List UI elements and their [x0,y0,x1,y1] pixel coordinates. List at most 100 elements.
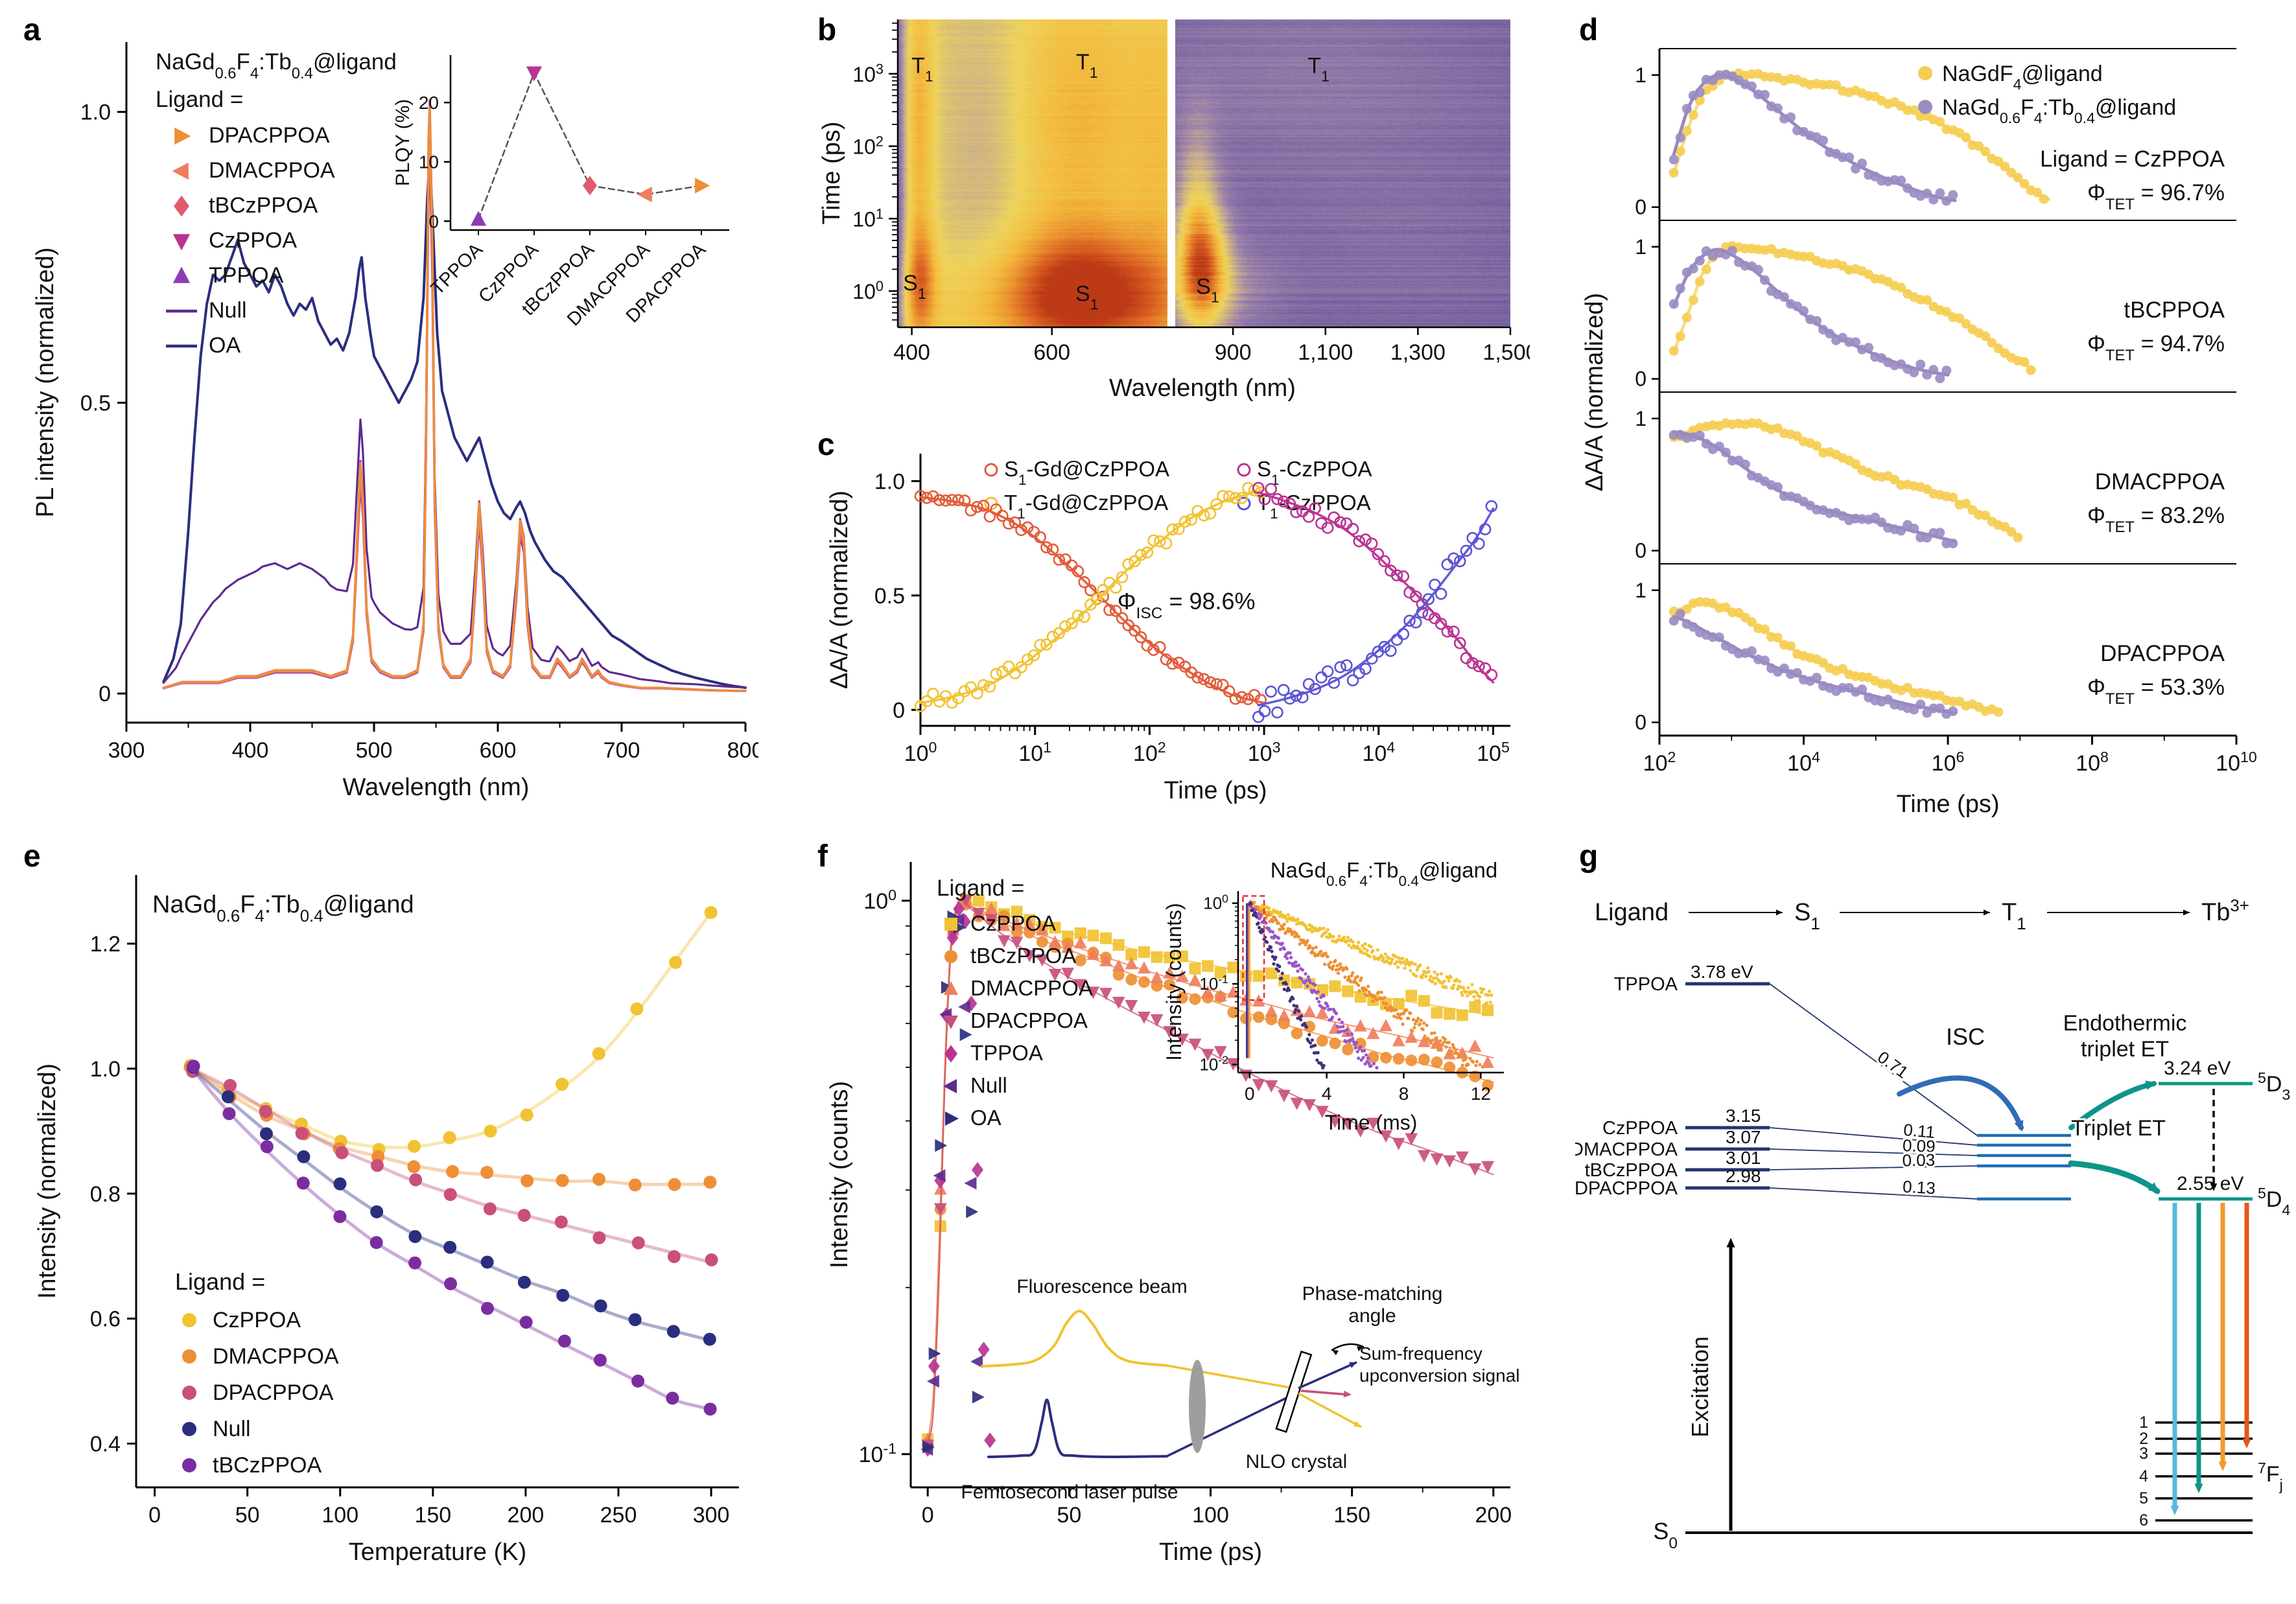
a-ylabel: PL intensity (normalized) [32,248,59,518]
f-inset: 10-2 10-1 100 0 4 8 12 Time (ms) Intensity (coun… [1162,858,1504,1134]
f-legend-item: CzPPOA [970,911,1056,935]
spectrum-OA [162,157,747,690]
d-xtick: 106 [1932,749,1965,776]
b-ytick: 103 [852,60,884,86]
a-ligand-eq: Ligand = [156,87,243,112]
g-ev-value: 3.15 [1726,1106,1761,1126]
f-inset-trace-2 [1247,901,1379,1070]
f-inset-ytick: 10-2 [1199,1054,1228,1075]
d-legend-item: NaGd0.6F4:Tb0.4@ligand [1942,95,2176,126]
f-red-dashed-box [1242,895,1265,1001]
e-title: NaGd0.6F4:Tb0.4@ligand [152,891,414,925]
panel-letter-f: f [817,839,828,874]
d-legend-item: NaGdF4@ligand [1942,62,2103,93]
g-isc-label: ISC [1946,1023,1985,1050]
e-ytick: 0.4 [90,1432,121,1457]
c-series-S1-Gd@CzPPOA [914,490,1267,706]
f-inset-trace-3 [1246,901,1326,1070]
c-series-T1-Gd@CzPPOA [914,482,1267,712]
a-legend-item: CzPPOA [209,228,297,253]
g-delta-est: 0.09 [1903,1135,1936,1156]
a-legend-item: TPPOA [209,263,284,288]
c-legend-item: S1-Gd@CzPPOA [1004,457,1169,488]
state-label: T1 [1307,54,1330,85]
plqy-ytick: 0 [428,211,439,231]
plqy-ytick: 20 [419,93,439,113]
d-series-purple-0 [1669,69,1958,206]
g-delta-est: 0.71 [1874,1047,1912,1082]
f-inset-ytick: 10-1 [1199,973,1228,994]
b-xtick: 1,500 [1482,340,1530,365]
a-xtick: 400 [232,738,269,763]
a-xtick: 600 [480,738,517,763]
panel-b: b 400 600 900 1,100 1,300 1,500 100 101 102 103 Ti… [814,10,1530,418]
a-legend-item: tBCzPPOA [209,193,318,218]
d-xlabel: Time (ps) [1896,791,1999,818]
d-ytick: 1 [1635,407,1646,430]
e-ylabel: Intensity (normalized) [34,1064,61,1299]
d-series-yellow-3 [1669,597,2004,717]
c-xtick: 104 [1362,739,1395,766]
spectrum-Null [162,145,747,689]
e-legend-item: Null [213,1417,251,1441]
e-series-DPACPPOA [186,1065,718,1266]
c-series-T1-CzPPOA [1252,500,1498,723]
nlo-crystal-label: NLO crystal [1246,1451,1348,1472]
g-delta-est: 0.13 [1902,1177,1936,1198]
a-legend-item: DMACPPOA [209,158,335,183]
f-legend-item: Null [970,1073,1007,1097]
panel-e: e 0 50 100 150 200 250 300 0.4 0.6 0.8 1.0 1.2 Tempe… [19,836,758,1604]
g-header-ligand: Ligand [1595,899,1669,926]
b-xtick: 600 [1033,340,1070,365]
panel-g-chart: Ligand S1 T1 Tb3+ TPPOA 3.78 eV CzPPOA 3.15 DMAC… [1575,897,2290,1552]
c-ylabel: ΔA/A (normalized) [826,491,853,689]
f-inset-xtick: 4 [1322,1084,1332,1104]
e-legend-item: CzPPOA [213,1308,301,1332]
b-xtick: 400 [893,340,930,365]
b-ylabel: Time (ps) [818,121,845,224]
f-series-DMACPPOA [921,895,1494,1445]
spectrum-CzPPOA [162,99,747,692]
c-ytick: 0 [893,698,905,723]
g-excitation-label: Excitation [1687,1336,1713,1437]
g-f-level-label: 1 [2139,1413,2148,1432]
f-inset-xtick: 8 [1399,1084,1409,1104]
sum-frequency-label: Sum-frequency [1359,1343,1482,1364]
sum-frequency-label2: upconversion signal [1359,1366,1520,1386]
g-ligand-label: DPACPPOA [1575,1178,1678,1199]
lens-icon [1189,1360,1206,1453]
a-sample-title: NaGd0.6F4:Tb0.4@ligand [156,49,397,82]
panel-a: a 300 400 500 600 700 800 0 0.5 1.0 Wavelength (n… [19,10,758,820]
f-inset-trace-1 [1248,900,1484,1069]
spectrum-DPACPPOA [162,105,747,692]
d-sub-phi: ΦTET = 83.2% [2087,503,2225,536]
c-ytick: 0.5 [874,584,905,609]
state-label: T1 [1076,50,1098,81]
g-ev-value: 2.98 [1726,1166,1761,1186]
c-xtick: 105 [1477,739,1510,766]
g-ev-value: 3.78 eV [1691,962,1753,982]
e-series-DMACPPOA [183,1060,717,1192]
g-ligand-label: tBCzPPOA [1585,1160,1678,1181]
g-ligand-label: CzPPOA [1602,1118,1678,1139]
d-ytick: 1 [1635,64,1646,87]
f-legend-item: tBCzPPOA [970,944,1076,968]
f-xtick: 200 [1475,1503,1512,1528]
state-label: S1 [1075,282,1099,313]
g-s0-label: S0 [1653,1518,1678,1552]
f-series-DPACPPOA [921,894,1494,1452]
c-legend-item: T1-CzPPOA [1257,491,1371,522]
heatmap-block-0 [898,19,1167,327]
g-delta-est: 0.03 [1902,1150,1935,1170]
e-xtick: 0 [148,1503,161,1528]
f-legend-item: DMACPPOA [970,976,1093,1000]
d-xtick: 108 [2076,749,2109,776]
g-fj-label: 7Fj [2258,1459,2283,1493]
d-ytick: 0 [1635,539,1646,563]
g-f-level-label: 5 [2139,1489,2148,1507]
f-inset-xtick: 12 [1471,1084,1491,1104]
g-ev-value: 3.01 [1726,1148,1761,1168]
f-legend-title: Ligand = [937,876,1024,901]
f-xtick: 0 [922,1503,934,1528]
